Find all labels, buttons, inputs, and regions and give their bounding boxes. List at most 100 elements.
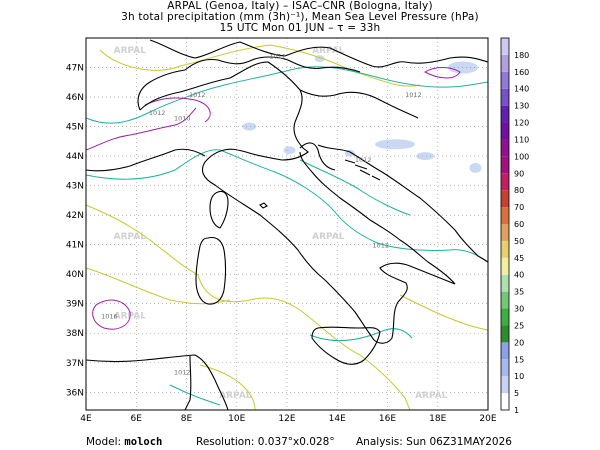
isobar-label: 1012 [174, 369, 191, 377]
isobar-1014 [85, 204, 411, 411]
colorbar-label: 70 [514, 203, 524, 212]
colorbar-swatch [501, 240, 509, 258]
colorbar-swatch [501, 71, 509, 89]
axis-ticks: 4E 6E 8E 10E 12E 14E 16E 18E 20E 36N 37N 38N 39N 40N 4… [66, 64, 497, 424]
colorbar-swatch [501, 190, 509, 208]
longitude-tick-label: 8E [181, 414, 193, 424]
colorbar-label: 30 [514, 305, 524, 314]
latitude-tick-label: 37N [66, 359, 84, 369]
footer-resolution: Resolution: 0.037°x0.028° [196, 436, 335, 448]
latitude-tick-label: 43N [66, 182, 84, 192]
longitude-tick-label: 14E [329, 414, 346, 424]
precip-patch [283, 146, 296, 155]
longitude-tick-label: 12E [278, 414, 295, 424]
arpal-watermark: ARPAL [312, 232, 345, 242]
precipitation-colorbar: 1510152025303540455060708090100110120130… [500, 37, 529, 415]
isobar-1014 [85, 267, 231, 305]
isobar-1010 [144, 97, 211, 123]
isobar-label: 1012 [269, 53, 286, 61]
title-line-2: 3h total precipitation (mm (3h)⁻¹), Mean… [121, 11, 479, 23]
latitude-tick-label: 38N [66, 329, 84, 339]
colorbar-swatch [501, 224, 509, 241]
isobar-1016 [92, 299, 131, 330]
corsica-coastline [209, 190, 229, 229]
arpal-watermark: ARPAL [219, 391, 252, 401]
map-frame [85, 37, 489, 411]
colorbar-swatch [501, 173, 509, 191]
colorbar-label: 35 [514, 288, 524, 297]
colorbar-label: 110 [514, 135, 529, 144]
latitude-tick-label: 39N [66, 300, 84, 310]
model-value: moloch [124, 436, 163, 448]
sicily-coastline [311, 326, 381, 365]
longitude-tick-label: 16E [379, 414, 396, 424]
france-coastline [85, 148, 206, 172]
colorbar-swatch [501, 88, 509, 106]
coastline-layer [85, 39, 489, 411]
isobar-layer [85, 44, 489, 411]
colorbar-swatch [501, 342, 509, 360]
colorbar-label: 50 [514, 237, 524, 246]
analysis-value: Sun 06Z31MAY2026 [406, 436, 512, 448]
precip-patch [242, 122, 257, 131]
colorbar-label: 5 [514, 389, 519, 398]
colorbar-swatch [501, 325, 509, 343]
elba-coastline [259, 202, 268, 209]
colorbar-swatch [501, 359, 509, 377]
isobar-label: 1012 [355, 156, 372, 164]
isobar-labels: 1012 1012 1012 1010 1012 1012 1012 1016 1012 [101, 53, 422, 377]
istria-coastline [299, 142, 336, 171]
precip-patch [469, 162, 482, 173]
longitude-tick-label: 10E [228, 414, 245, 424]
longitude-tick-label: 18E [429, 414, 446, 424]
colorbar-label: 140 [514, 85, 529, 94]
latitude-tick-label: 42N [66, 211, 84, 221]
isobar-1014 [399, 294, 489, 331]
colorbar-label: 180 [514, 51, 529, 60]
latitude-tick-label: 45N [66, 123, 84, 133]
slovenia-border [299, 89, 419, 119]
colorbar-swatch [501, 54, 509, 72]
colorbar-swatch [501, 291, 509, 309]
analysis-label: Analysis: [356, 436, 403, 448]
isobar-1014 [199, 364, 256, 411]
colorbar-swatch [501, 308, 509, 326]
colorbar-label: 60 [514, 220, 524, 229]
colorbar-swatch [501, 105, 509, 123]
title-line-1: ARPAL (Genoa, Italy) – ISAC–CNR (Bologna… [167, 0, 433, 12]
precip-patch [416, 152, 435, 161]
colorbar-label: 100 [514, 152, 529, 161]
latitude-tick-label: 46N [66, 93, 84, 103]
latitude-tick-label: 47N [66, 64, 84, 74]
italy-coastline [139, 61, 456, 344]
isobar-label: 1012 [189, 91, 206, 99]
colorbar-label: 120 [514, 119, 529, 128]
colorbar-label: 80 [514, 186, 524, 195]
colorbar-label: 20 [514, 338, 524, 347]
isobar-label: 1016 [101, 312, 118, 320]
title-line-3: 15 UTC Mon 01 JUN – τ = 33h [219, 22, 381, 34]
tunisia-border [184, 355, 192, 411]
colorbar-swatch [501, 156, 509, 174]
colorbar-swatch [501, 376, 509, 394]
arpal-watermark: ARPAL [114, 46, 147, 56]
resolution-label: Resolution: [196, 436, 255, 448]
latitude-tick-label: 41N [66, 241, 84, 251]
colorbar-label: 15 [514, 355, 524, 364]
colorbar-swatch [501, 139, 509, 157]
isobar-label: 1012 [405, 91, 422, 99]
longitude-tick-label: 20E [479, 414, 496, 424]
colorbar-swatch [501, 274, 509, 292]
colorbar-swatch [501, 393, 509, 410]
colorbar-label: 25 [514, 321, 524, 330]
north-border [149, 39, 489, 68]
isobar-1012 [85, 66, 489, 124]
colorbar-swatch [501, 257, 509, 275]
croatian-islands [344, 159, 381, 181]
colorbar-frame [500, 37, 510, 411]
lat-lon-grid [86, 38, 488, 410]
colorbar-label: 90 [514, 169, 524, 178]
arpal-watermark: ARPAL [312, 46, 345, 56]
footer-analysis: Analysis: Sun 06Z31MAY2026 [356, 436, 512, 448]
